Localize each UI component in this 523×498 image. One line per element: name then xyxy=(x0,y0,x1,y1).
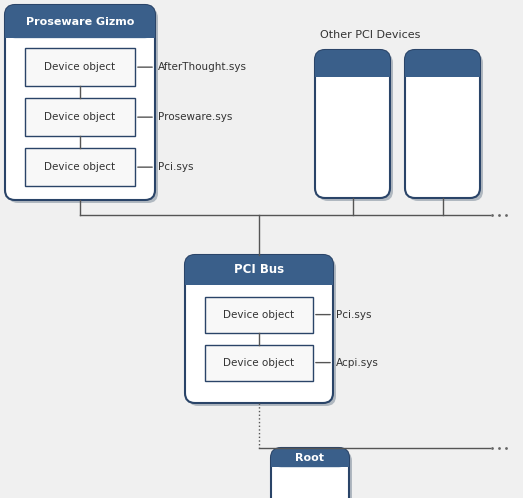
Text: Other PCI Devices: Other PCI Devices xyxy=(320,30,420,40)
FancyBboxPatch shape xyxy=(408,53,483,201)
Text: Proseware.sys: Proseware.sys xyxy=(158,112,232,122)
Bar xyxy=(205,345,313,380)
FancyBboxPatch shape xyxy=(274,451,352,498)
FancyBboxPatch shape xyxy=(185,255,333,403)
FancyBboxPatch shape xyxy=(405,50,480,198)
Text: Pci.sys: Pci.sys xyxy=(336,310,371,320)
Bar xyxy=(205,297,313,333)
FancyBboxPatch shape xyxy=(271,448,349,498)
FancyBboxPatch shape xyxy=(5,5,155,38)
FancyBboxPatch shape xyxy=(318,53,393,201)
Text: Device object: Device object xyxy=(223,310,294,320)
Bar xyxy=(25,48,135,86)
Bar xyxy=(405,63,480,77)
Text: Proseware Gizmo: Proseware Gizmo xyxy=(26,16,134,26)
FancyBboxPatch shape xyxy=(271,448,349,467)
Text: Device object: Device object xyxy=(223,358,294,368)
Text: Device object: Device object xyxy=(44,62,116,72)
Bar xyxy=(25,148,135,186)
Text: Device object: Device object xyxy=(44,112,116,122)
Text: Device object: Device object xyxy=(44,162,116,172)
FancyBboxPatch shape xyxy=(405,50,480,77)
Text: PCI Bus: PCI Bus xyxy=(234,263,284,276)
Text: AfterThought.sys: AfterThought.sys xyxy=(158,62,247,72)
Text: Acpi.sys: Acpi.sys xyxy=(336,358,379,368)
FancyBboxPatch shape xyxy=(8,8,158,203)
FancyBboxPatch shape xyxy=(315,50,390,77)
FancyBboxPatch shape xyxy=(188,258,336,406)
Bar xyxy=(185,270,333,284)
Bar xyxy=(25,98,135,136)
Bar xyxy=(5,21,155,38)
Text: Root: Root xyxy=(295,453,324,463)
FancyBboxPatch shape xyxy=(185,255,333,284)
FancyBboxPatch shape xyxy=(315,50,390,198)
Bar xyxy=(271,458,349,467)
Bar xyxy=(315,63,390,77)
FancyBboxPatch shape xyxy=(5,5,155,200)
Text: Pci.sys: Pci.sys xyxy=(158,162,194,172)
